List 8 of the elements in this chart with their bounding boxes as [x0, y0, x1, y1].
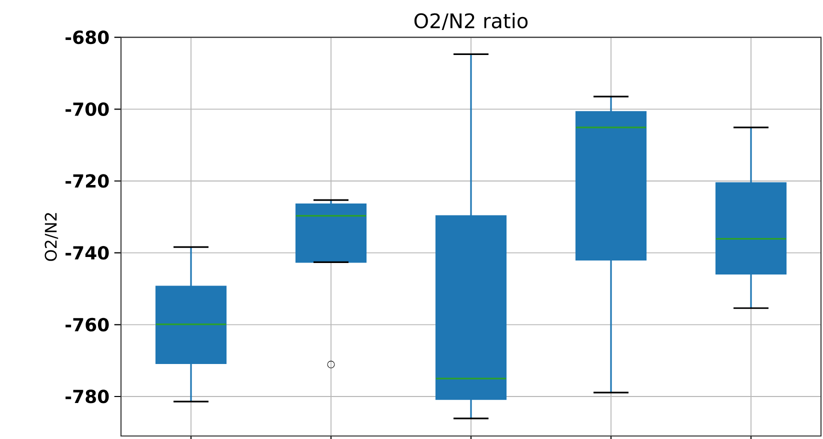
y-tick-label: -720 [66, 174, 109, 188]
y-tick-label: -740 [66, 246, 109, 260]
y-tick-label: -680 [66, 30, 109, 44]
y-axis-title: O2/N2 [44, 213, 58, 261]
y-tick-label: -760 [66, 318, 109, 332]
chart-title: O2/N2 ratio [414, 12, 528, 30]
y-tick-label: -700 [66, 102, 109, 116]
y-tick-label: -780 [66, 390, 109, 404]
